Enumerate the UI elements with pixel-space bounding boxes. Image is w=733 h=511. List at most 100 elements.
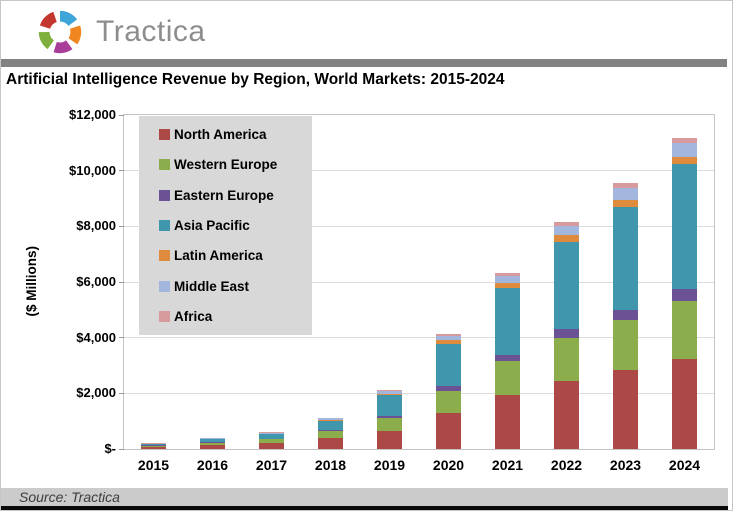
bar-segment-eastern-europe [377,416,402,418]
stacked-bar-2020 [436,333,461,449]
legend-swatch-africa [159,311,170,323]
x-axis-label-2020: 2020 [432,457,465,473]
y-axis-tick-label: $10,000 [69,162,116,178]
bar-segment-eastern-europe [672,288,697,301]
chart-title: Artificial Intelligence Revenue by Regio… [6,71,505,88]
y-axis-tick [119,114,124,116]
y-axis-tick [119,170,124,172]
legend-label: Western Europe [174,157,278,173]
gridline-2000 [124,392,714,394]
stacked-bar-2024 [672,137,697,449]
bottom-rule [1,506,728,510]
gridline-6000 [124,281,714,283]
bar-segment-north-america [554,380,579,449]
bar-segment-africa [672,137,697,144]
source-strip [1,488,728,506]
brand-name: Tractica [96,15,206,48]
y-axis-tick [119,225,124,227]
x-axis-label-2019: 2019 [373,457,406,473]
logo-petal-2 [53,40,73,54]
bar-segment-africa [554,221,579,226]
x-axis-label-2016: 2016 [196,457,229,473]
y-axis-tick [119,281,124,283]
bar-segment-africa [436,333,461,336]
stacked-bar-2023 [613,182,638,449]
bar-segment-north-america [436,412,461,449]
stacked-bar-2019 [377,389,402,449]
bar-segment-africa [495,272,520,276]
legend-item-africa: Africa [159,302,312,332]
logo-petal-4 [39,11,57,29]
bar-segment-north-america [318,438,343,449]
y-axis-tick [119,337,124,339]
y-axis-tick [119,392,124,394]
bar-segment-middle-east [200,438,225,440]
plot-area: North America Western Europe Eastern Europ… [69,107,715,473]
bar-segment-latin-america [495,282,520,288]
y-axis-tick-label: $6,000 [76,274,116,289]
bar-segment-north-america [613,369,638,449]
bar-segment-latin-america [377,393,402,396]
bar-segment-middle-east [613,187,638,201]
bar-segment-asia-pacific [141,443,166,446]
bar-segment-north-america [672,358,697,449]
bar-segment-western-europe [141,445,166,447]
bar-segment-western-europe [672,300,697,359]
legend-label: Latin America [174,248,263,264]
bar-segment-middle-east [259,432,284,434]
stacked-bar-2016 [200,438,225,449]
stacked-bar-2018 [318,417,343,449]
bar-segment-latin-america [436,340,461,345]
y-axis-tick-label: $12,000 [69,107,116,122]
bar-segment-north-america [259,443,284,449]
gridline-8000 [124,225,714,227]
legend-item-western-europe: Western Europe [159,149,312,179]
bar-segment-eastern-europe [495,354,520,362]
bar-segment-latin-america [554,235,579,242]
legend-label: Africa [174,309,213,325]
x-axis-label-2017: 2017 [255,457,288,473]
bar-segment-asia-pacific [672,164,697,289]
gridline-4000 [124,337,714,339]
legend-item-asia-pacific: Asia Pacific [159,210,312,240]
bar-segment-western-europe [613,319,638,370]
legend-swatch-western-europe [159,159,170,171]
legend-label: Eastern Europe [174,187,274,203]
legend-label: North America [174,126,267,142]
y-axis-tick-label: $- [104,441,116,456]
stacked-bar-2022 [554,221,579,449]
bar-segment-middle-east [318,418,343,420]
x-axis-label-2023: 2023 [609,457,642,473]
bar-segment-asia-pacific [554,241,579,330]
bar-segment-asia-pacific [377,395,402,417]
y-axis-tick-label: $2,000 [76,385,116,401]
bar-segment-asia-pacific [495,287,520,355]
tractica-logo-icon [34,6,86,58]
bar-segment-eastern-europe [436,385,461,391]
legend-swatch-asia-pacific [159,219,170,231]
chart-legend: North America Western Europe Eastern Europ… [139,116,312,335]
source-text: Source: Tractica [19,489,120,505]
bar-segment-north-america [200,445,225,449]
bar-segment-eastern-europe [554,329,579,338]
bar-segment-middle-east [377,390,402,394]
stacked-bar-2017 [259,432,284,449]
bar-segment-latin-america [318,419,343,421]
logo-petal-3 [38,32,54,50]
logo-petal-1 [68,25,82,45]
bar-segment-north-america [141,446,166,449]
y-axis-tick-label: $8,000 [76,218,116,234]
legend-label: Asia Pacific [174,217,250,233]
y-axis-tick [119,448,124,450]
bar-segment-latin-america [613,200,638,208]
bar-segment-middle-east [554,225,579,236]
bar-segment-asia-pacific [436,344,461,386]
bar-segment-asia-pacific [613,207,638,311]
legend-label: Middle East [174,278,250,294]
gridline-10000 [124,170,714,172]
bar-segment-western-europe [436,390,461,413]
legend-item-latin-america: Latin America [159,241,312,271]
x-axis-label-2022: 2022 [550,457,583,473]
stacked-bar-2015 [141,443,166,449]
